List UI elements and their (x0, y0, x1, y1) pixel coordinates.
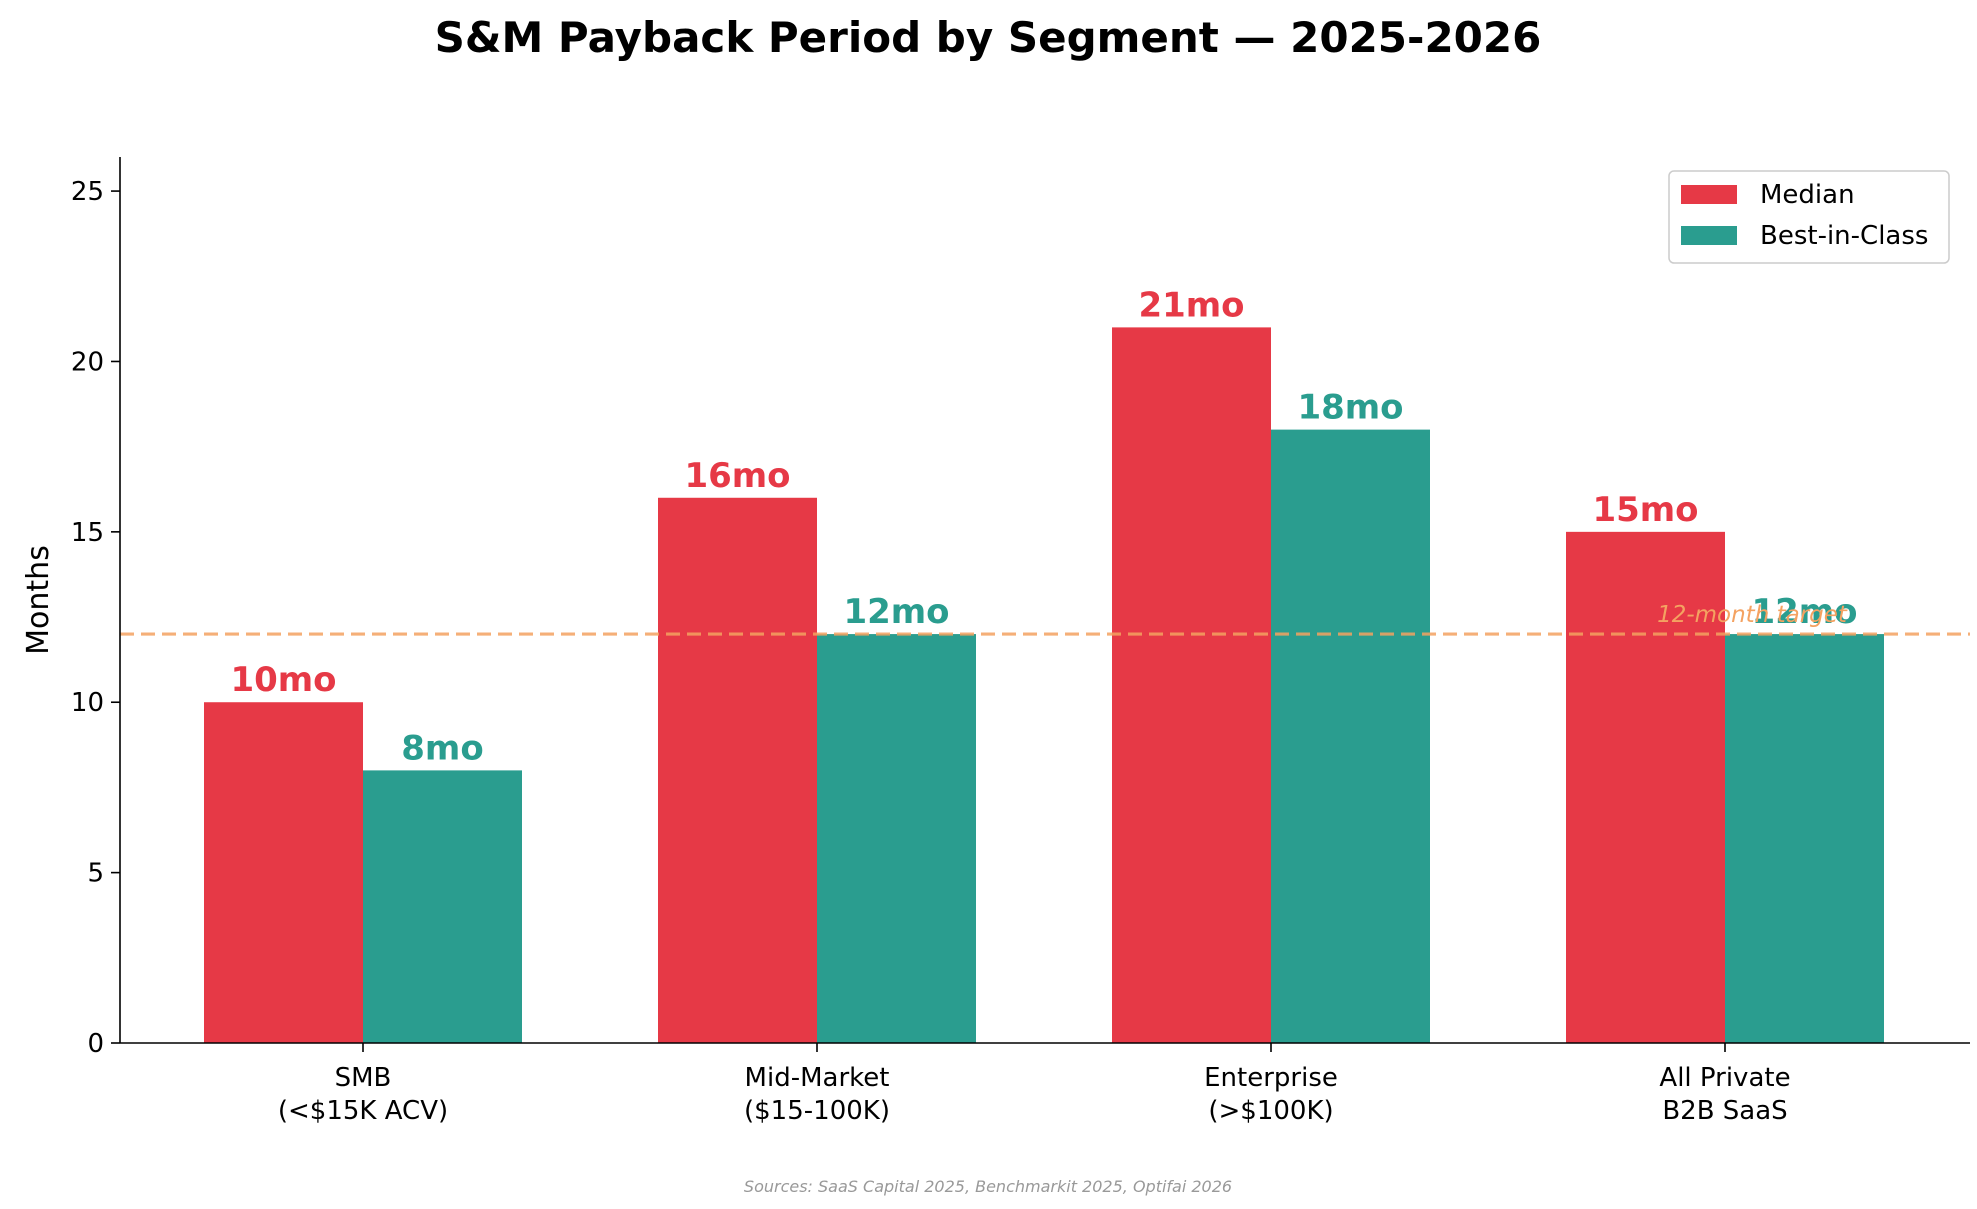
x-tick-label: (>$100K) (1208, 1096, 1333, 1126)
legend-label: Best-in-Class (1760, 221, 1928, 251)
bar-value-label: 12mo (1751, 592, 1857, 632)
bar-best-in-class (1725, 634, 1884, 1043)
bar-median (1112, 327, 1271, 1043)
x-tick-label: Mid-Market (745, 1063, 890, 1093)
x-tick-label: B2B SaaS (1662, 1096, 1787, 1126)
y-tick-label: 20 (71, 347, 104, 377)
axes: 0 5 10 15 20 25 SMB(<$15K ACV) Mid-Market($15-1… (71, 157, 1970, 1126)
bar-value-label: 15mo (1592, 490, 1698, 530)
bar-value-label: 12mo (843, 592, 949, 632)
x-tick-label: SMB (335, 1063, 392, 1093)
y-tick-label: 10 (71, 688, 104, 718)
bar-value-label: 16mo (684, 456, 790, 496)
bar-value-label: 10mo (230, 660, 336, 700)
y-axis-label: Months (21, 545, 56, 655)
target-line-label: 12-month target (1657, 602, 1848, 628)
legend-label: Median (1760, 180, 1855, 210)
y-tick-label: 0 (87, 1029, 104, 1059)
x-tick-label: Enterprise (1204, 1063, 1338, 1093)
y-tick-label: 25 (71, 177, 104, 207)
bar-best-in-class (817, 634, 976, 1043)
y-tick-label: 15 (71, 518, 104, 548)
bar-median (658, 497, 817, 1043)
bar-median (204, 702, 363, 1043)
bar-value-label: 21mo (1138, 285, 1244, 325)
bar-best-in-class (363, 770, 522, 1043)
legend-box (1668, 170, 1950, 264)
chart-title: S&M Payback Period by Segment — 2025-202… (435, 13, 1542, 62)
bar-median (1566, 531, 1725, 1043)
x-tick-label: ($15-100K) (744, 1096, 890, 1126)
x-tick-label: (<$15K ACV) (278, 1096, 448, 1126)
source-note: Sources: SaaS Capital 2025, Benchmarkit … (744, 1177, 1232, 1196)
bar-best-in-class (1271, 429, 1430, 1044)
legend-swatch (1681, 185, 1737, 204)
plot-area: 10mo8mo16mo12mo21mo18mo15mo12mo12-month … (120, 285, 1970, 1044)
x-tick-label: All Private (1659, 1063, 1790, 1093)
y-tick-label: 5 (87, 859, 104, 889)
bar-value-label: 18mo (1297, 388, 1403, 428)
bar-value-label: 8mo (401, 728, 483, 768)
legend: Median Best-in-Class (1668, 170, 1950, 264)
legend-swatch (1681, 226, 1737, 245)
